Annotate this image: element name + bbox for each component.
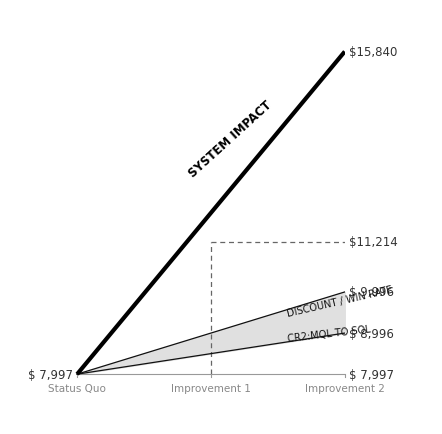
Text: $11,214: $11,214 [349,236,397,249]
Text: DISCOUNT / WIN RATE: DISCOUNT / WIN RATE [286,284,394,319]
Text: Status Quo: Status Quo [48,383,106,393]
Text: SYSTEM IMPACT: SYSTEM IMPACT [187,99,274,180]
Text: $ 8,996: $ 8,996 [349,327,394,340]
Text: Improvement 1: Improvement 1 [171,383,251,393]
Text: $ 9,996: $ 9,996 [349,286,394,299]
Text: CR2:MQL TO SQL: CR2:MQL TO SQL [287,324,372,343]
Text: $ 7,997: $ 7,997 [349,368,394,381]
Text: $ 7,997: $ 7,997 [28,368,73,381]
Text: Improvement 2: Improvement 2 [305,383,385,393]
Text: $15,840: $15,840 [349,46,397,59]
